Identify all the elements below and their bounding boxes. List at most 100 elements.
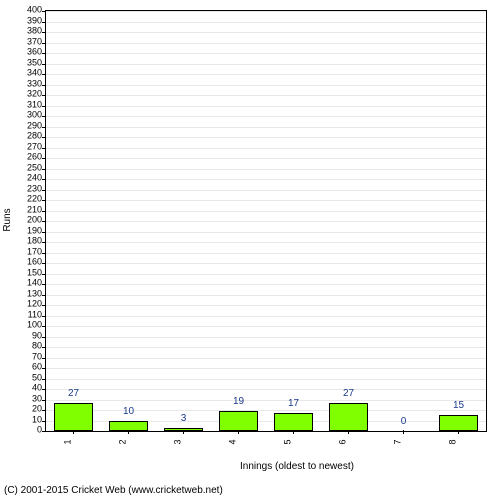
gridline <box>46 347 486 348</box>
ytick-mark <box>42 43 46 44</box>
ytick-label: 220 <box>12 195 42 204</box>
ytick-label: 280 <box>12 132 42 141</box>
gridline <box>46 190 486 191</box>
ytick-label: 320 <box>12 90 42 99</box>
gridline <box>46 242 486 243</box>
ytick-mark <box>42 95 46 96</box>
gridline <box>46 137 486 138</box>
ytick-mark <box>42 347 46 348</box>
ytick-label: 380 <box>12 27 42 36</box>
gridline <box>46 11 486 12</box>
ytick-mark <box>42 158 46 159</box>
bar <box>274 413 313 431</box>
xtick-mark <box>458 430 459 434</box>
gridline <box>46 200 486 201</box>
ytick-label: 330 <box>12 79 42 88</box>
gridline <box>46 32 486 33</box>
xtick-mark <box>293 430 294 434</box>
ytick-label: 160 <box>12 258 42 267</box>
ytick-label: 70 <box>12 352 42 361</box>
gridline <box>46 64 486 65</box>
ytick-label: 100 <box>12 321 42 330</box>
bar-value-label: 27 <box>68 388 79 399</box>
ytick-mark <box>42 337 46 338</box>
gridline <box>46 368 486 369</box>
gridline <box>46 389 486 390</box>
ytick-label: 360 <box>12 48 42 57</box>
gridline <box>46 295 486 296</box>
bar-value-label: 0 <box>401 416 407 427</box>
ytick-label: 230 <box>12 184 42 193</box>
xtick-label: 3 <box>172 439 182 444</box>
gridline <box>46 358 486 359</box>
ytick-label: 150 <box>12 268 42 277</box>
ytick-label: 400 <box>12 6 42 15</box>
bar-value-label: 10 <box>123 406 134 417</box>
ytick-mark <box>42 64 46 65</box>
ytick-label: 0 <box>12 426 42 435</box>
ytick-label: 190 <box>12 226 42 235</box>
xtick-mark <box>183 430 184 434</box>
gridline <box>46 337 486 338</box>
xtick-label: 4 <box>227 439 237 444</box>
xtick-label: 1 <box>62 439 72 444</box>
gridline <box>46 316 486 317</box>
ytick-mark <box>42 53 46 54</box>
xtick-mark <box>238 430 239 434</box>
ytick-label: 20 <box>12 405 42 414</box>
gridline <box>46 85 486 86</box>
gridline <box>46 410 486 411</box>
ytick-label: 90 <box>12 331 42 340</box>
bar <box>329 403 368 431</box>
ytick-label: 310 <box>12 100 42 109</box>
gridline <box>46 74 486 75</box>
gridline <box>46 148 486 149</box>
ytick-label: 390 <box>12 16 42 25</box>
ytick-mark <box>42 85 46 86</box>
ytick-mark <box>42 116 46 117</box>
gridline <box>46 169 486 170</box>
ytick-mark <box>42 32 46 33</box>
ytick-mark <box>42 190 46 191</box>
ytick-mark <box>42 11 46 12</box>
ytick-mark <box>42 274 46 275</box>
xtick-label: 2 <box>117 439 127 444</box>
ytick-label: 50 <box>12 373 42 382</box>
bar-value-label: 19 <box>233 396 244 407</box>
ytick-label: 40 <box>12 384 42 393</box>
gridline <box>46 127 486 128</box>
xtick-label: 5 <box>282 439 292 444</box>
gridline <box>46 95 486 96</box>
ytick-label: 260 <box>12 153 42 162</box>
ytick-mark <box>42 232 46 233</box>
ytick-mark <box>42 316 46 317</box>
bar <box>219 411 258 431</box>
ytick-mark <box>42 221 46 222</box>
gridline <box>46 179 486 180</box>
ytick-label: 300 <box>12 111 42 120</box>
ytick-mark <box>42 169 46 170</box>
ytick-label: 200 <box>12 216 42 225</box>
gridline <box>46 400 486 401</box>
ytick-mark <box>42 358 46 359</box>
ytick-label: 290 <box>12 121 42 130</box>
bar <box>109 421 148 432</box>
ytick-label: 370 <box>12 37 42 46</box>
bar-value-label: 3 <box>181 413 187 424</box>
ytick-label: 180 <box>12 237 42 246</box>
ytick-label: 110 <box>12 310 42 319</box>
gridline <box>46 221 486 222</box>
ytick-mark <box>42 410 46 411</box>
ytick-label: 140 <box>12 279 42 288</box>
ytick-label: 270 <box>12 142 42 151</box>
ytick-mark <box>42 389 46 390</box>
ytick-label: 60 <box>12 363 42 372</box>
xtick-mark <box>348 430 349 434</box>
bar-value-label: 27 <box>343 388 354 399</box>
gridline <box>46 211 486 212</box>
ytick-mark <box>42 242 46 243</box>
ytick-mark <box>42 179 46 180</box>
xtick-mark <box>73 430 74 434</box>
ytick-label: 340 <box>12 69 42 78</box>
ytick-label: 250 <box>12 163 42 172</box>
